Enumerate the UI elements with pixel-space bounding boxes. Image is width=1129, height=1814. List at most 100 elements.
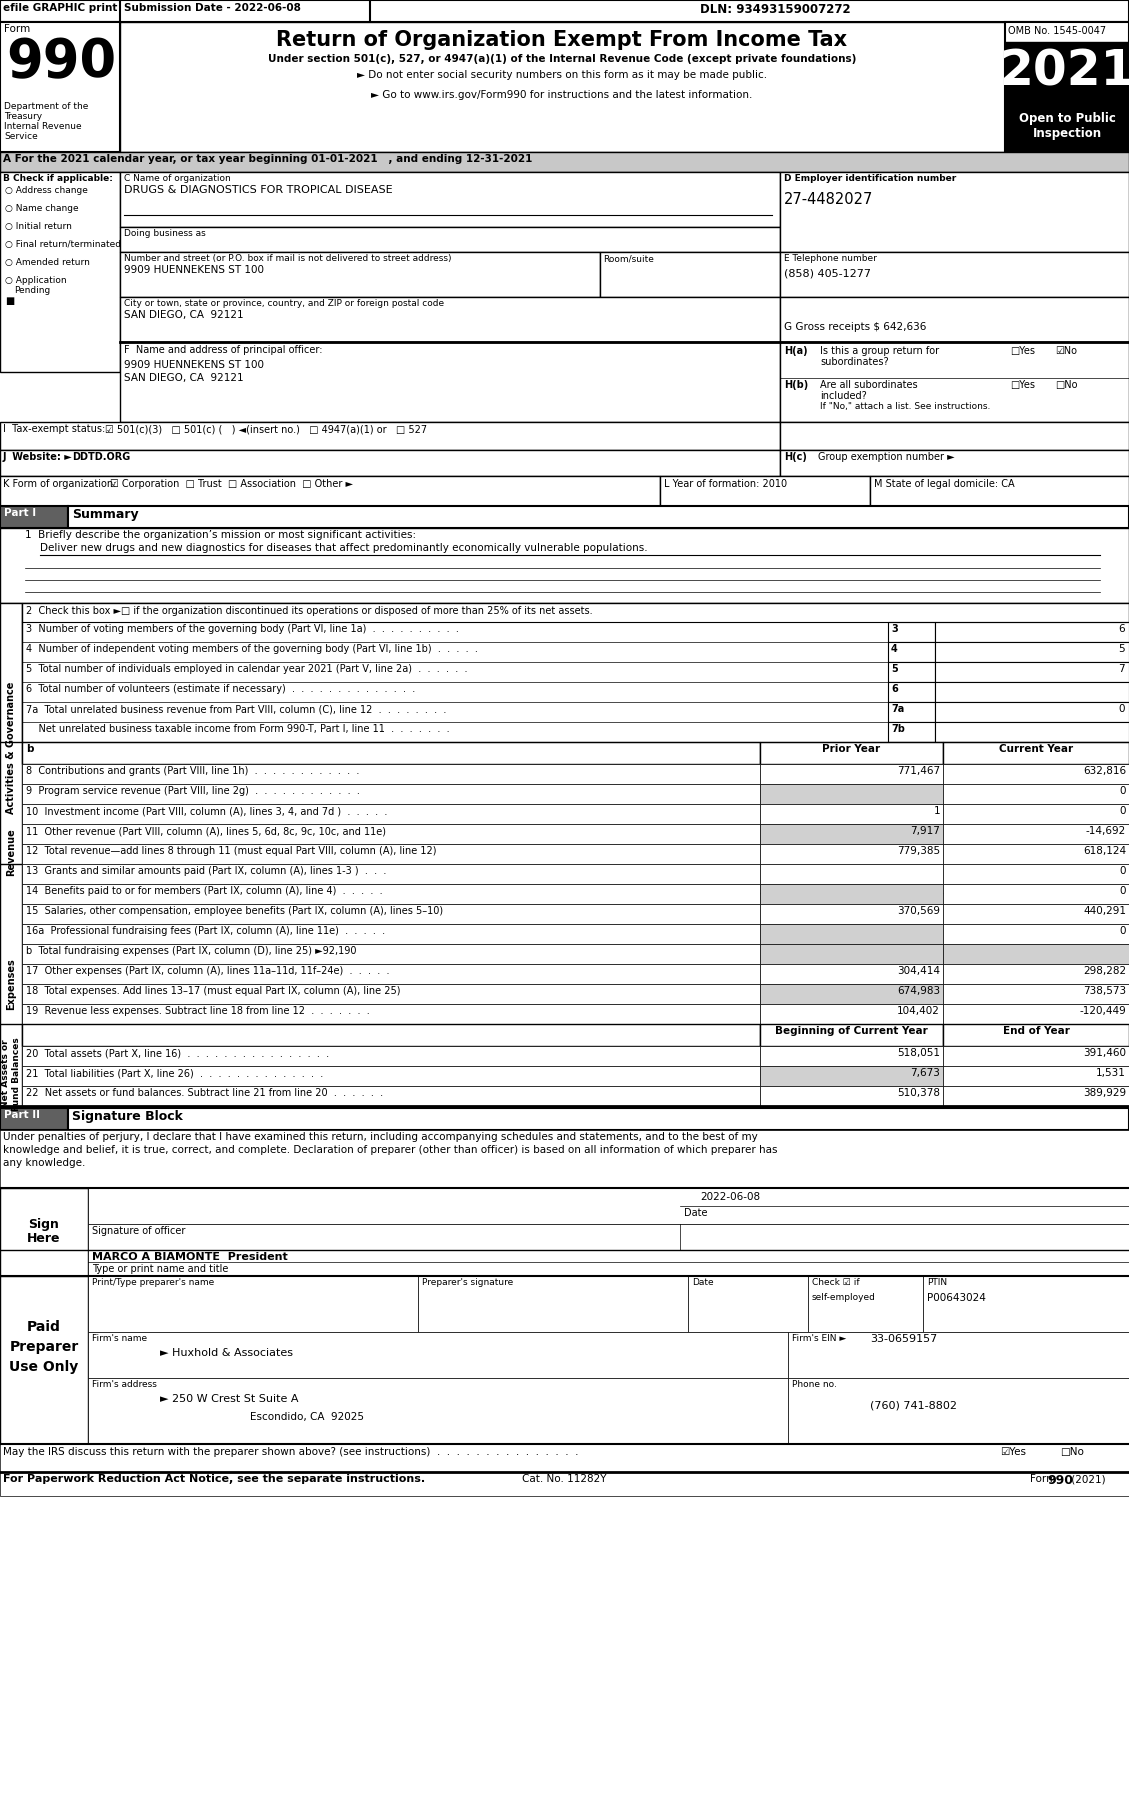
Bar (943, 883, 1129, 903)
Bar (0, 152, 1129, 172)
Bar (0, 1275, 88, 1444)
Text: Department of the: Department of the (5, 102, 88, 111)
Text: Pending: Pending (14, 287, 51, 296)
Text: □No: □No (1060, 1448, 1084, 1457)
Text: 33-0659157: 33-0659157 (870, 1333, 937, 1344)
Text: □Yes: □Yes (1010, 346, 1035, 356)
Bar (0, 1130, 1129, 1188)
Text: 618,124: 618,124 (1083, 845, 1126, 856)
Bar (760, 804, 943, 824)
Text: 9  Program service revenue (Part VIII, line 2g)  .  .  .  .  .  .  .  .  .  .  .: 9 Program service revenue (Part VIII, li… (26, 785, 360, 796)
Text: 1,531: 1,531 (1096, 1068, 1126, 1078)
Text: 4  Number of independent voting members of the governing body (Part VI, line 1b): 4 Number of independent voting members o… (26, 644, 478, 655)
Bar (943, 1003, 1129, 1023)
Bar (943, 1067, 1129, 1087)
Text: 771,467: 771,467 (896, 766, 940, 776)
Text: ○ Address change: ○ Address change (5, 187, 88, 194)
Text: (760) 741-8802: (760) 741-8802 (870, 1400, 957, 1409)
Bar (21, 863, 760, 883)
Text: (2021): (2021) (1068, 1475, 1105, 1484)
Text: May the IRS discuss this return with the preparer shown above? (see instructions: May the IRS discuss this return with the… (3, 1448, 578, 1457)
Bar (0, 863, 21, 1105)
Bar (780, 450, 1129, 475)
Text: 632,816: 632,816 (1083, 766, 1126, 776)
Text: 0: 0 (1119, 704, 1124, 715)
Text: 298,282: 298,282 (1083, 967, 1126, 976)
Text: Current Year: Current Year (999, 744, 1073, 755)
Bar (660, 475, 870, 506)
Bar (21, 1047, 760, 1067)
Text: 20  Total assets (Part X, line 16)  .  .  .  .  .  .  .  .  .  .  .  .  .  .  . : 20 Total assets (Part X, line 16) . . . … (26, 1048, 330, 1058)
Text: Firm's name: Firm's name (91, 1333, 147, 1342)
Bar (889, 682, 935, 702)
Text: Date: Date (692, 1279, 714, 1286)
Text: A For the 2021 calendar year, or tax year beginning 01-01-2021   , and ending 12: A For the 2021 calendar year, or tax yea… (3, 154, 533, 163)
Bar (943, 844, 1129, 863)
Text: L Year of formation: 2010: L Year of formation: 2010 (664, 479, 787, 490)
Bar (88, 1275, 418, 1331)
Text: J  Website: ►: J Website: ► (3, 452, 72, 463)
Bar (21, 764, 760, 784)
Bar (788, 1379, 1129, 1444)
Text: 5  Total number of individuals employed in calendar year 2021 (Part V, line 2a) : 5 Total number of individuals employed i… (26, 664, 467, 675)
Text: ○ Final return/terminated: ○ Final return/terminated (5, 239, 121, 249)
Text: 8  Contributions and grants (Part VIII, line 1h)  .  .  .  .  .  .  .  .  .  .  : 8 Contributions and grants (Part VIII, l… (26, 766, 359, 776)
Bar (780, 343, 1129, 423)
Text: Paid: Paid (27, 1321, 61, 1333)
Bar (21, 1003, 760, 1023)
Text: Open to Public
Inspection: Open to Public Inspection (1018, 112, 1115, 140)
Text: Activities & Governance: Activities & Governance (6, 682, 16, 814)
Bar (889, 622, 935, 642)
Text: 674,983: 674,983 (896, 987, 940, 996)
Text: 7a  Total unrelated business revenue from Part VIII, column (C), line 12  .  .  : 7a Total unrelated business revenue from… (26, 704, 446, 715)
Bar (21, 983, 760, 1003)
Bar (943, 804, 1129, 824)
Text: efile GRAPHIC print: efile GRAPHIC print (3, 4, 117, 13)
Text: Part I: Part I (5, 508, 36, 519)
Text: 104,402: 104,402 (898, 1007, 940, 1016)
Bar (760, 844, 943, 863)
Text: Revenue: Revenue (6, 829, 16, 876)
Text: ► Huxhold & Associates: ► Huxhold & Associates (160, 1348, 294, 1359)
Text: Form: Form (1030, 1475, 1059, 1484)
Text: 7,673: 7,673 (910, 1068, 940, 1078)
Text: □Yes: □Yes (1010, 379, 1035, 390)
Text: Internal Revenue: Internal Revenue (5, 122, 81, 131)
Bar (943, 923, 1129, 943)
Bar (0, 528, 1129, 602)
Text: Summary: Summary (72, 508, 139, 521)
Text: I  Tax-exempt status:: I Tax-exempt status: (3, 424, 105, 434)
Bar (943, 963, 1129, 983)
Bar (943, 1023, 1129, 1047)
Text: Under penalties of perjury, I declare that I have examined this return, includin: Under penalties of perjury, I declare th… (3, 1132, 758, 1143)
Bar (760, 1047, 943, 1067)
Bar (889, 722, 935, 742)
Bar (760, 863, 943, 883)
Text: ○ Initial return: ○ Initial return (5, 221, 72, 230)
Bar (88, 1188, 1129, 1224)
Text: 16a  Professional fundraising fees (Part IX, column (A), line 11e)  .  .  .  .  : 16a Professional fundraising fees (Part … (26, 925, 385, 936)
Bar (88, 1250, 1129, 1275)
Text: 5: 5 (891, 664, 898, 675)
Text: Cat. No. 11282Y: Cat. No. 11282Y (522, 1475, 606, 1484)
Bar (88, 1331, 788, 1379)
Bar (0, 1188, 88, 1275)
Bar (1005, 107, 1129, 152)
Text: 440,291: 440,291 (1083, 905, 1126, 916)
Bar (0, 1108, 68, 1130)
Text: 7a: 7a (891, 704, 904, 715)
Bar (760, 1023, 943, 1047)
Bar (943, 903, 1129, 923)
Text: End of Year: End of Year (1003, 1027, 1069, 1036)
Bar (88, 1224, 1129, 1250)
Bar (760, 883, 943, 903)
Text: H(c): H(c) (784, 452, 807, 463)
Bar (120, 172, 780, 227)
Bar (788, 1331, 1129, 1379)
Bar (21, 883, 760, 903)
Bar (760, 1003, 943, 1023)
Text: For Paperwork Reduction Act Notice, see the separate instructions.: For Paperwork Reduction Act Notice, see … (3, 1475, 426, 1484)
Bar (760, 784, 943, 804)
Text: Form: Form (5, 24, 30, 34)
Text: 9909 HUENNEKENS ST 100: 9909 HUENNEKENS ST 100 (124, 265, 264, 276)
